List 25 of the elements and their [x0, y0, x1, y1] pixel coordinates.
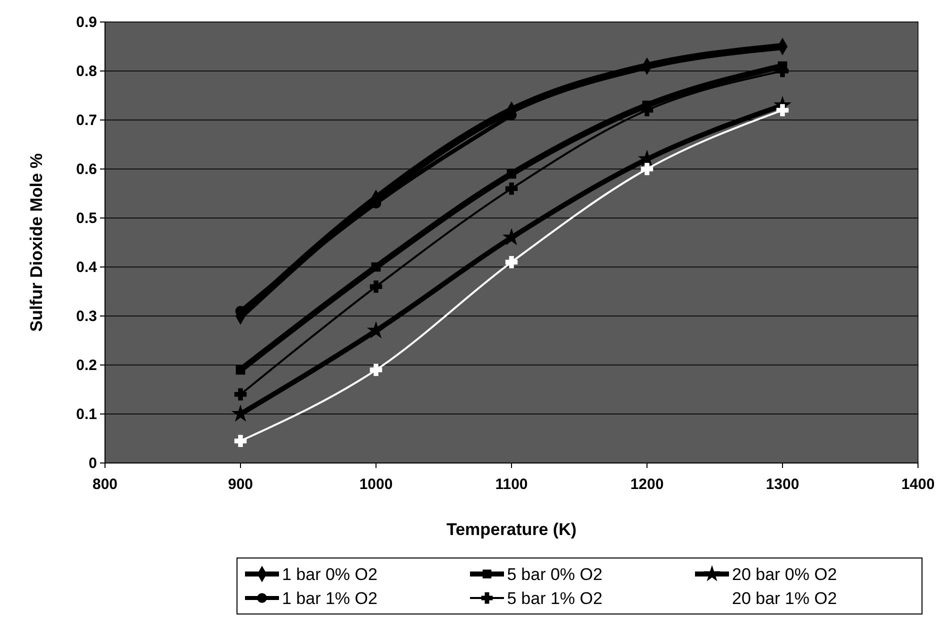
x-tick-label: 1100 [495, 476, 528, 493]
y-tick-label: 0.9 [76, 14, 97, 31]
legend-label: 1 bar 0% O2 [282, 565, 378, 584]
y-tick-label: 0 [88, 454, 97, 472]
y-tick-label: 0.5 [76, 210, 97, 227]
y-tick-label: 0.1 [76, 406, 97, 423]
y-tick-label: 0.7 [76, 112, 97, 129]
y-tick-label: 0.8 [76, 62, 97, 80]
x-tick-label: 1200 [630, 476, 664, 493]
y-tick-label: 0.4 [76, 258, 98, 276]
x-tick-label: 1400 [901, 476, 935, 493]
legend-label: 20 bar 0% O2 [732, 565, 837, 584]
y-tick-label: 0.2 [76, 356, 97, 374]
legend-label: 5 bar 1% O2 [507, 589, 602, 608]
x-tick-label: 800 [92, 476, 118, 493]
legend-label: 5 bar 0% O2 [507, 565, 602, 584]
x-axis-title: Temperature (K) [446, 520, 577, 539]
text: 20 bar 1% O2 [732, 589, 837, 608]
y-axis-title: Sulfur Dioxide Mole % [27, 153, 46, 332]
x-tick-label: 1000 [359, 476, 393, 493]
x-tick-label: 1300 [766, 476, 800, 493]
legend-label: 1 bar 1% O2 [282, 589, 378, 608]
y-tick-label: 0.3 [76, 308, 97, 325]
y-tick-label: 0.6 [76, 160, 97, 178]
x-tick-label: 900 [228, 476, 254, 493]
